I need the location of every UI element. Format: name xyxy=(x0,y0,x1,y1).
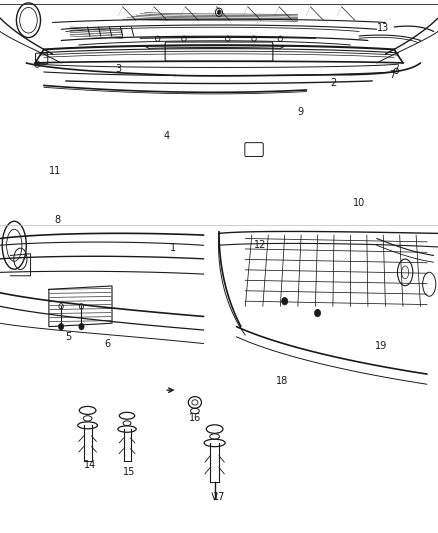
Text: 12: 12 xyxy=(254,240,267,250)
Circle shape xyxy=(36,62,39,66)
Circle shape xyxy=(217,10,221,14)
Text: 2: 2 xyxy=(330,78,336,87)
Circle shape xyxy=(79,304,84,309)
Text: 9: 9 xyxy=(297,107,303,117)
Text: 13: 13 xyxy=(377,23,389,33)
Text: 5: 5 xyxy=(65,332,71,342)
Text: 6: 6 xyxy=(104,339,110,349)
Text: 11: 11 xyxy=(49,166,61,175)
Circle shape xyxy=(59,304,63,309)
Circle shape xyxy=(314,309,321,317)
Text: 3: 3 xyxy=(115,64,121,74)
Text: 1: 1 xyxy=(170,243,176,253)
Text: 15: 15 xyxy=(123,467,135,477)
Text: 16: 16 xyxy=(189,414,201,423)
Text: 14: 14 xyxy=(84,460,96,470)
Text: 4: 4 xyxy=(163,131,170,141)
Circle shape xyxy=(282,297,288,305)
Text: 18: 18 xyxy=(276,376,289,386)
Circle shape xyxy=(59,324,64,330)
Text: 19: 19 xyxy=(375,342,387,351)
Text: 8: 8 xyxy=(54,215,60,224)
Text: 17: 17 xyxy=(213,492,225,502)
Circle shape xyxy=(79,324,84,330)
Text: 10: 10 xyxy=(353,198,365,207)
Text: 7: 7 xyxy=(389,70,395,79)
